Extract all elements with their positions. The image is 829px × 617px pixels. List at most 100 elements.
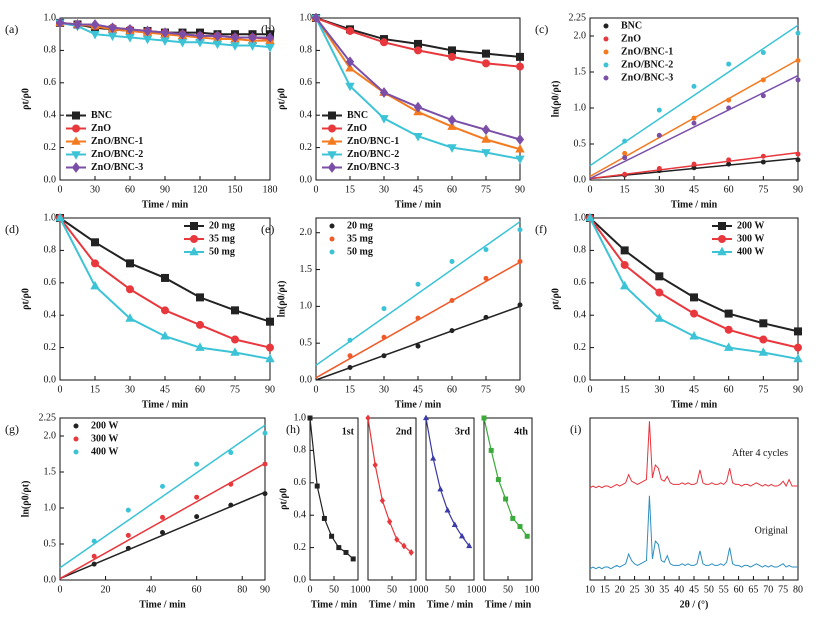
legend-label: 400 W (737, 246, 764, 257)
x-tick-label: 15 (620, 384, 630, 395)
x-tick-label: 50 (704, 584, 714, 595)
legend-label: ZnO/BNC-3 (621, 72, 673, 83)
marker (726, 97, 732, 103)
marker (91, 538, 97, 544)
x-tick-label: 0 (314, 384, 319, 395)
x-tick-label: 75 (481, 384, 491, 395)
x-tick-label: 40 (674, 584, 684, 595)
x-axis-title: Time / min (139, 599, 186, 610)
x-tick-label: 45 (413, 384, 423, 395)
marker (266, 317, 274, 326)
marker (55, 17, 65, 29)
y-tick-label: 1.0 (574, 102, 587, 113)
marker (408, 549, 414, 556)
marker (265, 43, 275, 53)
marker (345, 82, 355, 92)
y-axis-title: ln(ρ0/ρt) (550, 81, 561, 118)
x-tick-label: 0 (588, 384, 593, 395)
legend-label: 20 mg (347, 220, 373, 231)
marker (350, 556, 356, 562)
x-tick-label: 75 (230, 384, 240, 395)
x-tick-label: 30 (90, 184, 100, 195)
marker (379, 497, 386, 505)
y-tick-label: 0.6 (574, 277, 587, 288)
marker (422, 414, 430, 421)
y-tick-label: 0.0 (300, 174, 313, 185)
x-tick-label: 60 (724, 184, 734, 195)
x-tick-label: 0 (588, 184, 593, 195)
marker (91, 259, 99, 268)
marker (603, 36, 609, 42)
marker (266, 343, 274, 352)
panel-label: (d) (5, 222, 19, 236)
marker (759, 319, 768, 328)
marker (262, 491, 268, 497)
annotation: Original (755, 526, 789, 537)
fit-line (59, 462, 266, 580)
plot-frame (367, 417, 417, 581)
y-tick-label: 0.5 (574, 138, 587, 149)
marker (343, 549, 349, 555)
marker (327, 136, 337, 145)
marker (265, 353, 275, 363)
y-tick-label: 0.0 (574, 374, 587, 385)
x-tick-label: 30 (125, 384, 135, 395)
x-tick-label: 50 (503, 584, 513, 595)
marker (413, 101, 423, 113)
legend-label: ZnO (347, 123, 367, 134)
marker (125, 532, 131, 538)
marker (726, 157, 732, 163)
plot-frame (425, 417, 475, 581)
panel-label: (i) (570, 422, 581, 436)
marker (73, 19, 82, 30)
y-axis-title: ln(ρ0/ρt) (20, 481, 31, 518)
legend-label: ZnO/BNC-3 (91, 162, 143, 173)
marker (327, 162, 337, 173)
marker (347, 364, 353, 370)
x-tick-label: 30 (379, 384, 389, 395)
marker (723, 342, 734, 351)
marker (517, 227, 523, 233)
marker (622, 171, 628, 177)
marker (483, 314, 489, 320)
y-tick-label: 0.8 (44, 45, 57, 56)
marker (381, 353, 387, 359)
marker (760, 159, 766, 165)
x-tick-label: 45 (689, 584, 699, 595)
x-tick-label: 60 (734, 584, 744, 595)
marker (345, 56, 355, 68)
marker (321, 515, 327, 521)
x-tick-label: 0 (58, 584, 63, 595)
marker (718, 222, 726, 230)
marker (483, 247, 489, 253)
x-tick-label: 50 (387, 584, 397, 595)
marker (620, 246, 629, 255)
legend-label: ZnO (91, 123, 111, 134)
y-axis-title: ρt/ρ0 (276, 88, 287, 110)
marker (517, 524, 523, 530)
marker (328, 124, 336, 133)
marker (414, 39, 422, 48)
x-tick-label: 25 (630, 584, 640, 595)
x-tick-label: 90 (160, 184, 170, 195)
y-tick-label: 0.5 (300, 337, 313, 348)
legend-label: ZnO/BNC-3 (347, 162, 399, 173)
x-tick-label: 0 (314, 184, 319, 195)
x-tick-label: 35 (659, 584, 669, 595)
legend-label: BNC (621, 20, 642, 31)
marker (760, 77, 766, 83)
marker (654, 313, 665, 322)
marker (386, 518, 393, 526)
x-tick-label: 0 (58, 184, 63, 195)
marker (430, 455, 437, 461)
marker (125, 23, 135, 35)
marker (329, 533, 335, 539)
marker (160, 514, 165, 520)
marker (690, 309, 698, 318)
legend-label: 200 W (737, 220, 764, 231)
marker (381, 306, 387, 312)
marker (447, 144, 457, 153)
legend-label: ZnO (621, 33, 641, 44)
marker (585, 212, 595, 222)
marker (724, 325, 733, 334)
